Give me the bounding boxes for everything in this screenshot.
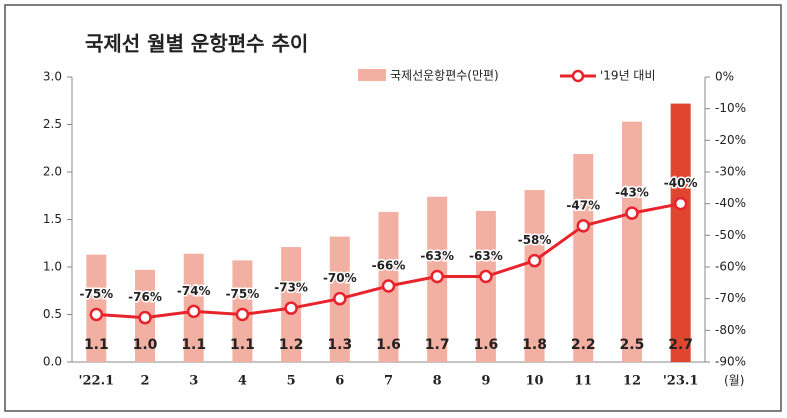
- line-value-label: -74%: [177, 284, 211, 298]
- y2-tick-label: -30%: [715, 165, 746, 179]
- y-tick-label: 3.0: [43, 70, 62, 84]
- x-tick-label: 3: [189, 374, 198, 389]
- line-value-label: -73%: [274, 281, 308, 295]
- x-tick-label: 5: [287, 374, 296, 389]
- legend-swatch: [358, 69, 386, 81]
- line-point: [673, 196, 688, 211]
- x-tick-label: '23.1: [663, 374, 699, 389]
- bar-value-label: 1.3: [327, 337, 352, 353]
- bar: [475, 210, 496, 362]
- bar-value-label: 1.6: [376, 337, 401, 353]
- y2-tick-label: -90%: [715, 355, 746, 369]
- y-tick-label: 2.5: [43, 117, 62, 131]
- bar-value-label: 2.7: [668, 337, 693, 353]
- x-axis-label: (월): [724, 374, 744, 388]
- x-tick-label: 7: [384, 374, 393, 389]
- line-value-label: -66%: [372, 259, 406, 273]
- y2-tick-label: 0%: [715, 70, 734, 84]
- y-tick-label: 1.0: [43, 260, 62, 274]
- line-value-label: -75%: [226, 287, 260, 301]
- y2-tick-label: -40%: [715, 196, 746, 210]
- line-value-label: -58%: [518, 233, 552, 247]
- y2-tick-label: -20%: [715, 133, 746, 147]
- line-value-label: -76%: [128, 290, 162, 304]
- bar: [573, 153, 594, 362]
- x-tick-label: 4: [238, 374, 247, 389]
- y2-tick-label: -50%: [715, 228, 746, 242]
- line-point: [576, 219, 591, 233]
- bar-value-label: 2.2: [571, 337, 596, 353]
- bar: [524, 190, 545, 362]
- bar-value-label: 1.0: [133, 337, 158, 353]
- bar-value-label: 2.5: [620, 337, 645, 353]
- bar-value-label: 1.1: [84, 337, 109, 353]
- bar: [670, 103, 691, 362]
- line-point: [89, 307, 104, 322]
- x-tick-label: 6: [335, 374, 344, 389]
- x-tick-label: 9: [481, 374, 490, 389]
- bar-value-label: 1.8: [522, 337, 547, 353]
- bar-value-label: 1.1: [230, 337, 255, 353]
- line-value-label: -43%: [615, 186, 649, 200]
- line-value-label: -70%: [323, 271, 357, 285]
- x-tick-label: 2: [141, 374, 150, 389]
- line-point: [235, 307, 250, 322]
- chart-title: 국제선 월별 운항편수 추이: [85, 32, 308, 56]
- line-value-label: -47%: [566, 198, 600, 212]
- line-point: [527, 253, 542, 268]
- line-point: [479, 269, 493, 284]
- y2-tick-label: -80%: [715, 323, 746, 337]
- bar: [621, 121, 642, 363]
- legend-swatch: [571, 69, 585, 83]
- y2-tick-label: -60%: [715, 260, 746, 274]
- y2-tick-label: -70%: [715, 291, 746, 305]
- y-tick-label: 1.5: [43, 212, 62, 226]
- y-tick-label: 2.0: [43, 165, 62, 179]
- y-tick-label: 0.0: [43, 355, 62, 369]
- y2-tick-label: -10%: [715, 101, 746, 115]
- line-point: [625, 206, 639, 220]
- bar-value-label: 1.2: [279, 337, 304, 353]
- line-value-label: -75%: [79, 287, 113, 301]
- line-point: [333, 291, 347, 306]
- line-value-label: -63%: [469, 249, 503, 263]
- x-tick-label: '22.1: [79, 374, 115, 389]
- bar-value-label: 1.7: [425, 337, 450, 353]
- x-tick-label: 8: [433, 374, 442, 389]
- x-tick-label: 12: [623, 374, 641, 389]
- line-value-label: -40%: [664, 176, 698, 190]
- legend-label: 국제선운항편수(만편): [390, 69, 499, 83]
- x-tick-label: 10: [526, 374, 544, 389]
- line-point: [186, 304, 201, 319]
- bar-value-label: 1.6: [473, 337, 498, 353]
- bar-value-label: 1.1: [181, 337, 206, 353]
- line-point: [430, 269, 444, 284]
- x-tick-label: 11: [574, 374, 592, 389]
- line-value-label: -63%: [420, 249, 454, 263]
- line-point: [284, 301, 298, 315]
- y-tick-label: 0.5: [43, 307, 62, 321]
- legend-label: '19년 대비: [600, 69, 656, 83]
- line-point: [138, 310, 152, 325]
- line-point: [381, 279, 396, 293]
